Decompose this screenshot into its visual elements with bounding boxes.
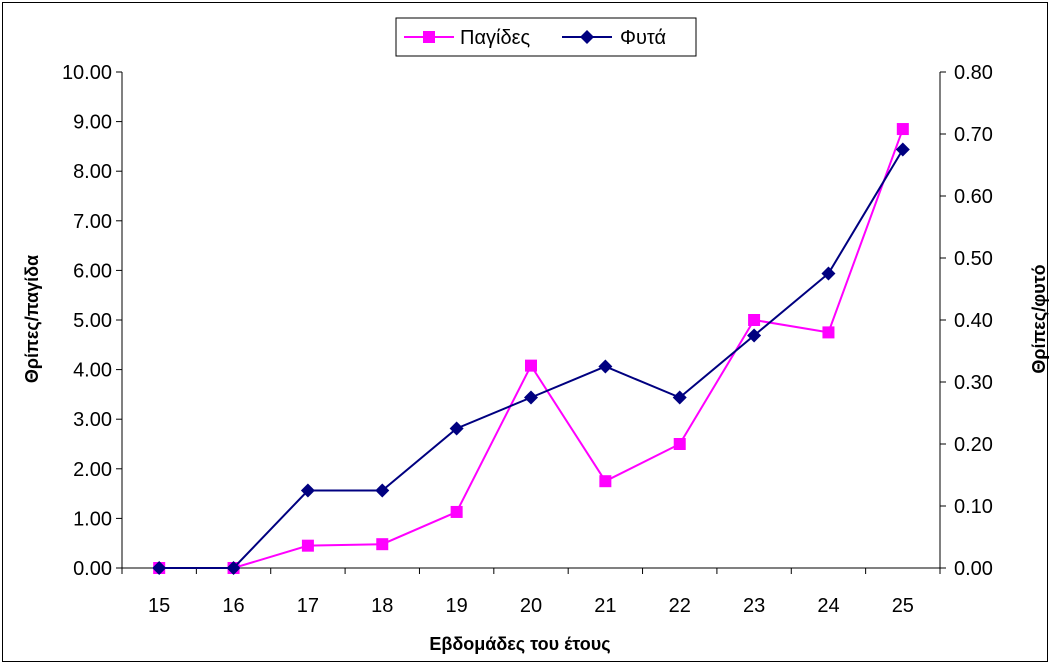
data-point-pagides bbox=[673, 438, 686, 450]
x-tick-label: 23 bbox=[743, 595, 765, 617]
series-line-pagides bbox=[159, 128, 904, 569]
data-point-pagides bbox=[525, 359, 537, 372]
legend-label-fyta: Φυτά bbox=[620, 27, 666, 49]
data-point-fyta bbox=[598, 359, 613, 374]
right-tick-label: 0.20 bbox=[954, 434, 993, 456]
left-tick-label: 8.00 bbox=[73, 161, 112, 183]
left-axis-ticks: 0.00 1.00 2.00 3.00 4.00 5.00 6.00 7.00 8.00 9.00… bbox=[62, 62, 122, 580]
right-tick-label: 0.10 bbox=[954, 496, 993, 518]
legend-marker-pagides bbox=[423, 31, 435, 43]
x-tick-label: 15 bbox=[148, 595, 170, 617]
data-point-fyta bbox=[375, 483, 390, 498]
x-tick-label: 25 bbox=[892, 595, 914, 617]
x-axis-ticks: 15 16 17 18 19 20 21 22 23 24 25 bbox=[121, 568, 941, 617]
right-tick-label: 0.60 bbox=[954, 186, 993, 208]
data-point-fyta bbox=[226, 561, 241, 575]
right-tick-label: 0.00 bbox=[954, 558, 993, 580]
data-point-fyta bbox=[821, 266, 836, 281]
x-tick-label: 21 bbox=[594, 595, 616, 617]
left-tick-label: 6.00 bbox=[73, 260, 112, 282]
x-tick-label: 19 bbox=[446, 595, 468, 617]
right-axis-ticks: 0.00 0.10 0.20 0.30 0.40 0.50 0.60 0.70 0.80 bbox=[940, 62, 993, 580]
left-y-axis-title: Θρίπες/παγίδα bbox=[22, 255, 42, 383]
left-tick-label: 7.00 bbox=[73, 211, 112, 233]
right-y-axis-title: Θρίπες/φυτό bbox=[1029, 264, 1049, 373]
x-tick-label: 17 bbox=[297, 595, 319, 617]
legend: Παγίδες Φυτά bbox=[395, 17, 697, 57]
data-point-pagides bbox=[301, 539, 314, 552]
right-tick-label: 0.80 bbox=[954, 62, 993, 84]
left-tick-label: 0.00 bbox=[73, 558, 112, 580]
left-tick-label: 1.00 bbox=[73, 508, 112, 530]
data-point-fyta bbox=[895, 142, 910, 157]
data-point-pagides bbox=[822, 326, 835, 339]
x-tick-label: 16 bbox=[222, 595, 244, 617]
data-point-fyta bbox=[672, 390, 687, 405]
legend-marker-fyta bbox=[580, 30, 594, 44]
right-tick-label: 0.70 bbox=[954, 124, 993, 146]
data-point-fyta bbox=[449, 421, 464, 436]
left-tick-label: 4.00 bbox=[73, 360, 112, 382]
legend-label-pagides: Παγίδες bbox=[460, 27, 530, 49]
left-tick-label: 2.00 bbox=[73, 459, 112, 481]
series-layer bbox=[152, 123, 910, 575]
series-line-fyta bbox=[159, 148, 904, 569]
left-tick-label: 3.00 bbox=[73, 409, 112, 431]
left-tick-label: 10.00 bbox=[62, 62, 112, 84]
x-tick-label: 24 bbox=[817, 595, 839, 617]
x-tick-label: 22 bbox=[669, 595, 691, 617]
data-point-pagides bbox=[599, 475, 612, 488]
data-point-pagides bbox=[450, 505, 463, 518]
x-axis-title: Εβδομάδες του έτους bbox=[429, 634, 610, 654]
data-point-pagides bbox=[896, 123, 909, 136]
right-tick-label: 0.40 bbox=[954, 310, 993, 332]
axes bbox=[121, 72, 941, 569]
left-tick-label: 9.00 bbox=[73, 112, 112, 134]
data-point-fyta bbox=[524, 390, 538, 405]
data-point-pagides bbox=[376, 538, 389, 551]
x-tick-label: 18 bbox=[371, 595, 393, 617]
left-tick-label: 5.00 bbox=[73, 310, 112, 332]
data-point-fyta bbox=[300, 483, 315, 498]
data-point-fyta bbox=[747, 328, 762, 343]
data-point-pagides bbox=[748, 314, 761, 326]
right-tick-label: 0.50 bbox=[954, 248, 993, 270]
right-tick-label: 0.30 bbox=[954, 372, 993, 394]
x-tick-label: 20 bbox=[520, 595, 542, 617]
data-point-fyta bbox=[152, 561, 167, 575]
